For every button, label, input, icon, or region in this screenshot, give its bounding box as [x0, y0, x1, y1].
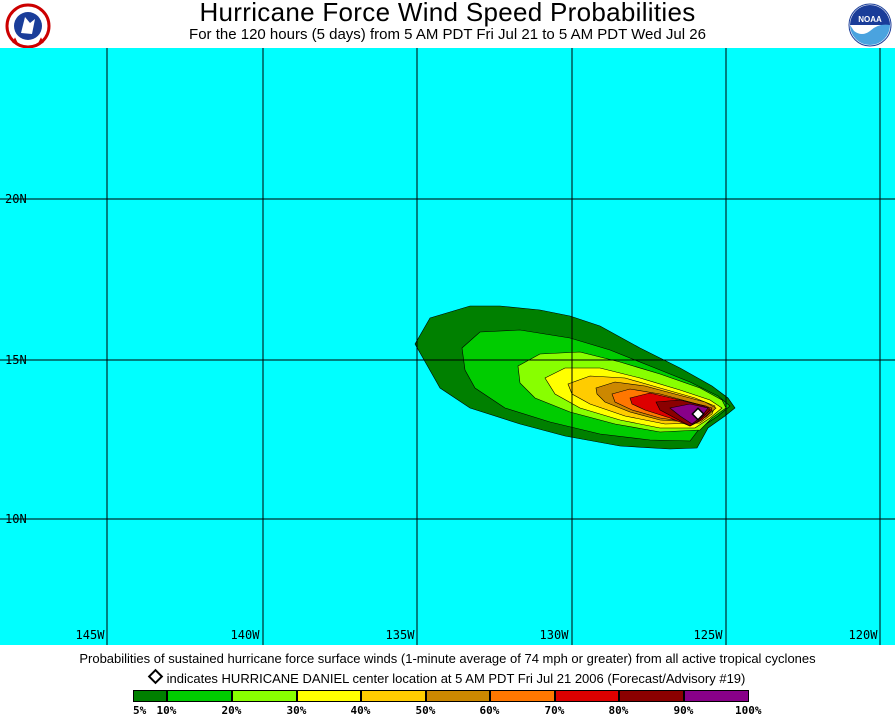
legend-swatch: [490, 690, 555, 702]
legend-label: 100%: [735, 704, 762, 717]
legend-label: 5%: [133, 704, 147, 717]
page-subtitle: For the 120 hours (5 days) from 5 AM PDT…: [189, 26, 706, 43]
header: Hurricane Force Wind Speed Probabilities…: [0, 0, 895, 49]
page-title: Hurricane Force Wind Speed Probabilities: [199, 0, 696, 27]
legend-swatch: [297, 690, 361, 702]
legend-label: 30%: [286, 704, 307, 717]
lat-label-15n: 15N: [5, 353, 27, 367]
lat-label-20n: 20N: [5, 192, 27, 206]
legend-label: 60%: [479, 704, 500, 717]
legend-label: 50%: [415, 704, 436, 717]
lon-label-145w: 145W: [76, 628, 106, 642]
color-scale: [133, 690, 749, 702]
legend-swatch: [684, 690, 749, 702]
footer: Probabilities of sustained hurricane for…: [0, 645, 895, 717]
legend-swatch: [426, 690, 490, 702]
legend-label: 40%: [350, 704, 371, 717]
legend-label: 80%: [608, 704, 629, 717]
legend-swatch: [555, 690, 619, 702]
marker-legend: indicates HURRICANE DANIEL center locati…: [0, 668, 895, 686]
legend-label: 90%: [673, 704, 694, 717]
storm-center-marker: [691, 407, 705, 421]
lon-label-125w: 125W: [694, 628, 724, 642]
lon-label-120w: 120W: [849, 628, 879, 642]
legend-swatch: [361, 690, 426, 702]
footnote: Probabilities of sustained hurricane for…: [79, 651, 816, 666]
probability-map: 20N 15N 10N 145W 140W 135W 130W 125W 120…: [0, 48, 895, 645]
lon-label-140w: 140W: [231, 628, 261, 642]
legend-swatch: [232, 690, 297, 702]
probability-contours: [414, 305, 736, 450]
lon-label-135w: 135W: [386, 628, 416, 642]
legend-label: 70%: [544, 704, 565, 717]
diamond-marker-icon: [147, 668, 163, 685]
legend-swatch: [133, 690, 167, 702]
marker-legend-text: indicates HURRICANE DANIEL center locati…: [166, 671, 746, 686]
legend-label: 10%: [156, 704, 177, 717]
lon-label-130w: 130W: [540, 628, 570, 642]
legend-swatch: [619, 690, 684, 702]
lat-label-10n: 10N: [5, 512, 27, 526]
svg-text:NOAA: NOAA: [858, 15, 882, 24]
legend-label: 20%: [221, 704, 242, 717]
graticule: [0, 48, 895, 645]
legend-swatch: [167, 690, 232, 702]
nws-logo-icon: [5, 3, 51, 49]
noaa-logo-icon: NOAA: [848, 3, 892, 47]
